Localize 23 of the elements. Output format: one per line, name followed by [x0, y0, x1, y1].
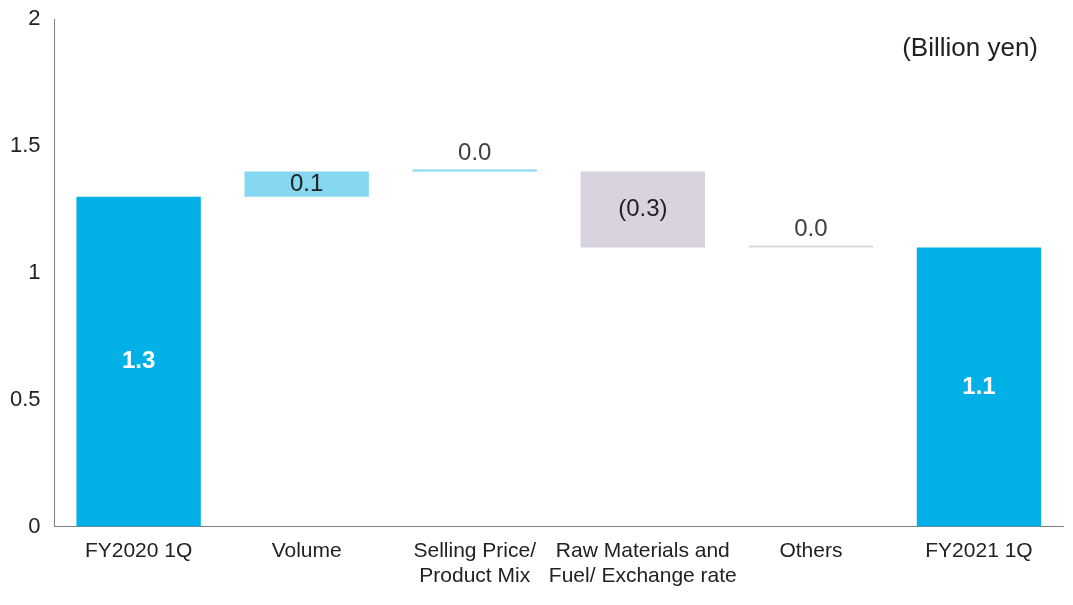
y-tick-label: 1.5	[9, 132, 41, 158]
data-label: 1.3	[121, 346, 156, 374]
x-tick-label: Others	[779, 538, 843, 561]
y-tick-label: 2	[28, 5, 41, 31]
bar	[916, 247, 1042, 527]
y-tick-label: 1	[28, 258, 41, 284]
bar	[76, 196, 201, 527]
x-tick-label: FY2020 1Q	[84, 538, 193, 561]
data-label: 0.1	[290, 168, 324, 196]
data-label: 0.0	[458, 138, 492, 166]
annotation: (Billion yen)	[902, 32, 1038, 63]
bar	[244, 171, 369, 197]
data-label: 0.0	[794, 214, 828, 242]
y-tick-label: 0.5	[9, 385, 41, 411]
x-tick-label: Selling Price/ Product Mix	[413, 538, 537, 587]
bar	[412, 169, 537, 172]
y-tick-label: 0	[28, 512, 41, 538]
x-tick-label: Raw Materials and Fuel/ Exchange rate	[548, 538, 737, 587]
x-tick-label: FY2021 1Q	[925, 538, 1033, 561]
x-tick-label: Volume	[271, 538, 342, 561]
bar	[580, 171, 706, 248]
data-label: 1.1	[962, 371, 996, 399]
data-label: (0.3)	[618, 194, 668, 222]
